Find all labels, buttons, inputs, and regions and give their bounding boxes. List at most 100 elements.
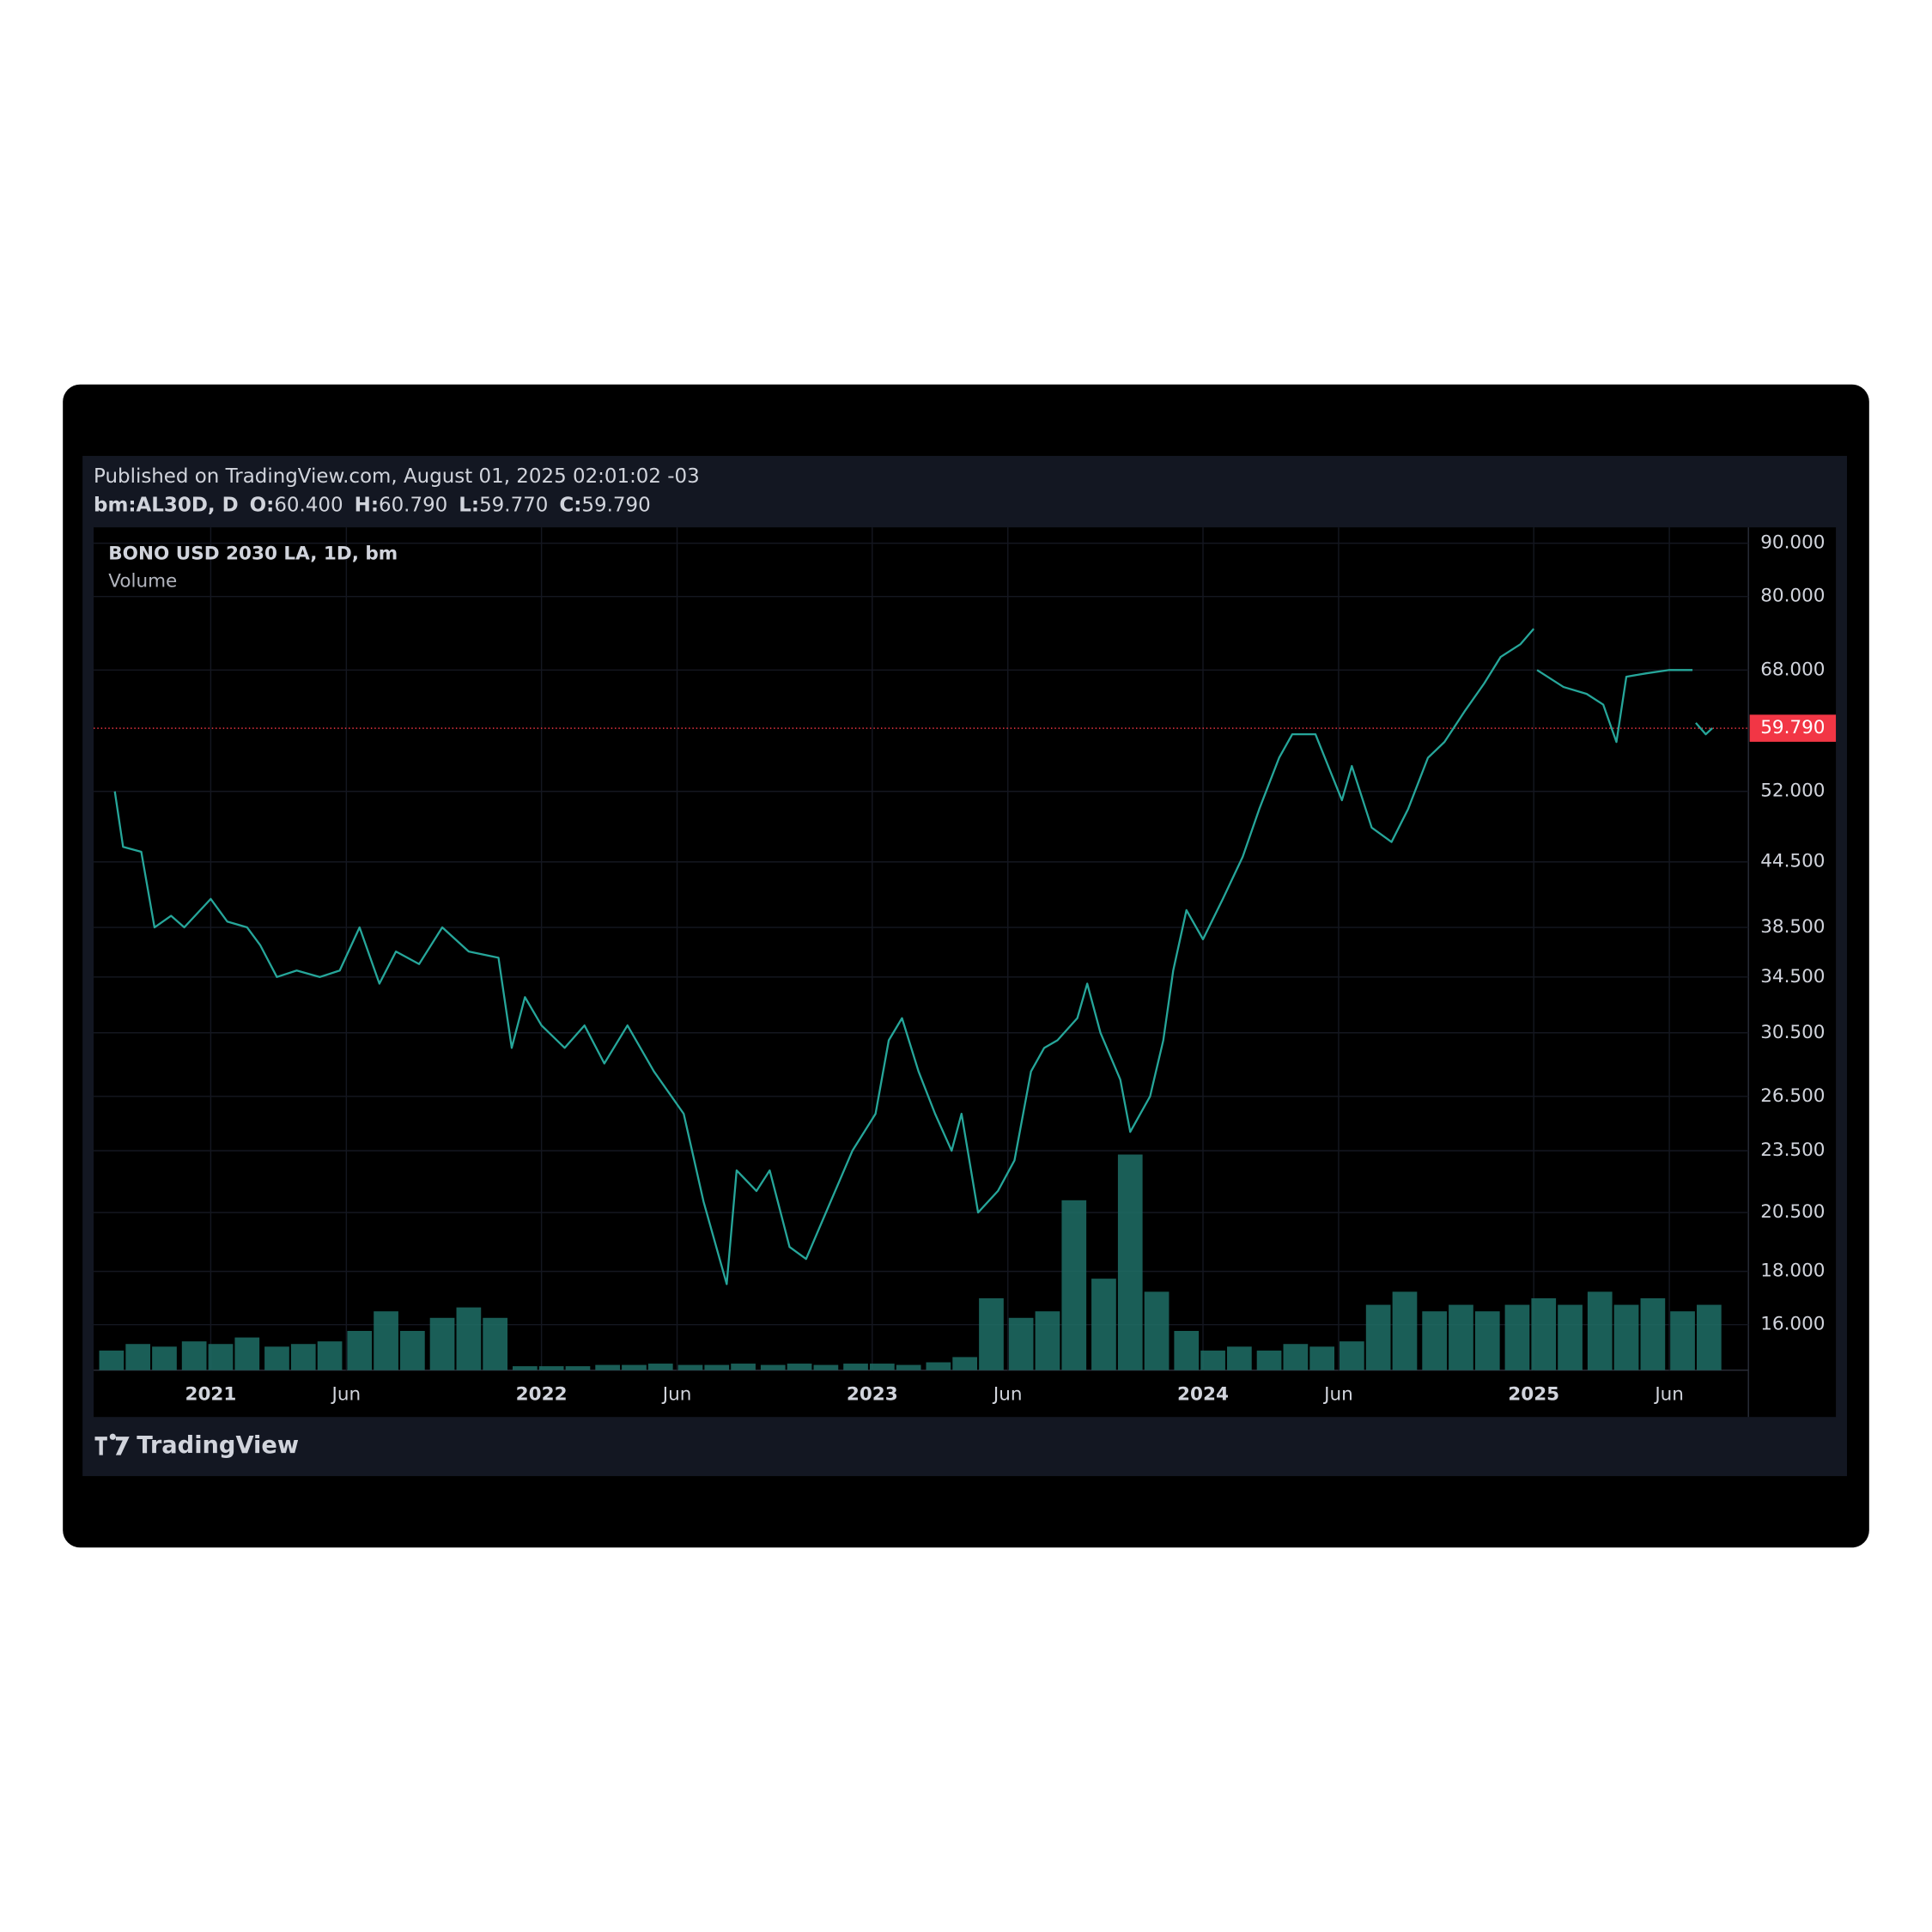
y-tick-label: 23.500 [1760,1139,1825,1161]
volume-bar [1091,1279,1116,1370]
volume-bar [99,1350,125,1370]
ohlc-key: H: [355,494,379,516]
y-tick-label: 44.500 [1760,851,1825,872]
volume-bar [1200,1350,1225,1370]
volume-bar [1670,1311,1695,1370]
volume-bar [731,1364,756,1370]
volume-bar [1008,1317,1034,1370]
volume-bar [483,1317,508,1370]
volume-legend: Volume [108,570,177,592]
volume-bar [429,1317,455,1370]
ohlc-value: 59.770 [479,494,548,516]
volume-bar [926,1362,951,1370]
price-line [113,628,1713,1285]
ohlc-value: 60.790 [379,494,447,516]
ohlc-key: O: [250,494,275,516]
ohlc-value: 60.400 [274,494,343,516]
volume-bar [843,1364,868,1370]
x-tick-label: 2022 [516,1383,568,1405]
marks [94,628,1749,1370]
volume-bar [513,1366,538,1370]
volume-bar [234,1337,260,1370]
volume-bar [952,1357,978,1370]
ohlc-line: bm:AL30D, D O:60.400 H:60.790 L:59.770 C… [94,494,651,516]
x-tick-label: 2021 [185,1383,236,1405]
volume-bar [1531,1297,1557,1370]
x-tick-label: Jun [1322,1383,1353,1405]
volume-bar [1365,1304,1391,1370]
volume-bar [1227,1346,1252,1370]
volume-bar [152,1346,177,1370]
y-tick-label: 80.000 [1760,586,1825,607]
x-tick-label: 2024 [1177,1383,1229,1405]
volume-bar [704,1364,730,1370]
volume-bar [870,1364,895,1370]
y-tick-label: 68.000 [1760,659,1825,680]
labels: 90.000 80.000 68.000 52.000 44.500 38.500 34.5… [185,532,1837,1405]
volume-bar [1339,1341,1364,1370]
chart-area [94,527,1837,1418]
volume-bar [290,1344,316,1370]
y-tick-label: 20.500 [1760,1201,1825,1223]
volume-bar [896,1364,921,1370]
y-tick-label: 34.500 [1760,966,1825,987]
volume-bar [1558,1304,1583,1370]
volume-bar [787,1364,812,1370]
y-tick-label: 16.000 [1760,1314,1825,1335]
volume-bar [1613,1304,1639,1370]
volume-bar [1117,1154,1143,1370]
volume-bar [1422,1311,1447,1370]
volume-bar [317,1341,343,1370]
y-tick-label: 52.000 [1760,781,1825,802]
y-tick-label: 30.500 [1760,1022,1825,1043]
y-tick-label: 90.000 [1760,532,1825,554]
volume-bar [347,1331,373,1370]
volume-bar [1309,1346,1335,1370]
volume-bar [1174,1331,1200,1370]
volume-bar [125,1344,151,1370]
volume-bar [1256,1350,1282,1370]
volume-bar [595,1364,621,1370]
volume-bar [622,1364,647,1370]
volume-bar [538,1366,564,1370]
x-tick-label: 2023 [847,1383,898,1405]
grid [94,527,1749,1370]
chart-title: BONO USD 2030 LA, 1D, bm [108,544,398,565]
volume-bar [1392,1291,1418,1370]
x-tick-label: Jun [331,1383,361,1405]
y-tick-label: 38.500 [1760,916,1825,938]
volume-bar [400,1331,425,1370]
last-price-box [1749,714,1837,742]
volume-bar [1283,1344,1309,1370]
brand: TradingView [137,1432,299,1459]
volume-bar [264,1346,289,1370]
volume-bar [1035,1311,1060,1370]
volume-bar [813,1364,839,1370]
logo-mark [94,1433,130,1455]
volume-bar [760,1364,786,1370]
x-tick-label: Jun [1653,1383,1684,1405]
volume-bar [1474,1311,1500,1370]
y-tick-label: 18.000 [1760,1261,1825,1282]
ohlc-key: L: [459,494,479,516]
volume-bar [1640,1297,1666,1370]
volume-bar [647,1364,673,1370]
x-tick-label: 2025 [1508,1383,1559,1405]
volume-bar [208,1344,234,1370]
symbol: bm:AL30D, D [94,494,239,516]
ohlc-key: C: [559,494,581,516]
last-price-label: 59.790 [1760,717,1825,738]
x-tick-label: Jun [661,1383,692,1405]
published-line: Published on TradingView.com, August 01,… [94,465,700,488]
volume-bar [1504,1304,1530,1370]
volume-bar [374,1311,398,1370]
y-tick-label: 26.500 [1760,1085,1825,1107]
volume-bar [1061,1200,1087,1370]
volume-bar [677,1364,703,1370]
volume-bar [181,1341,207,1370]
volume-bar [979,1297,1004,1370]
ohlc-value: 59.790 [581,494,650,516]
volume-bar [1697,1304,1722,1370]
